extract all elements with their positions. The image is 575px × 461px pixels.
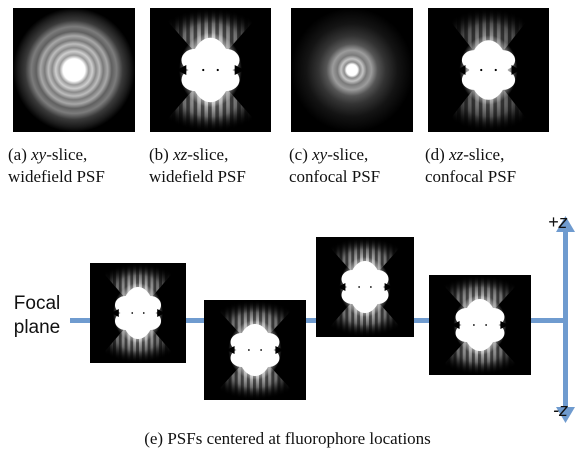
focal-plane-label-line1: Focal [13, 293, 61, 314]
caption-d-line2: confocal PSF [425, 167, 517, 186]
fluorophore-psf-2 [204, 300, 306, 400]
caption-c-axis: xy [312, 145, 328, 164]
caption-a-axis: xy [31, 145, 47, 164]
caption-d-prefix: (d) [425, 145, 450, 164]
caption-b-axis: xz [173, 145, 188, 164]
caption-d-suffix: -slice, [463, 145, 505, 164]
z-axis-line [563, 228, 568, 412]
psf-xy-confocal-image [291, 8, 413, 132]
z-axis-down-arrowhead [556, 407, 575, 423]
fluorophore-psf-4 [429, 275, 531, 375]
caption-c: (c) xy-slice, confocal PSF [289, 144, 380, 188]
caption-b-line2: widefield PSF [149, 167, 246, 186]
psf-xz-confocal-image [428, 8, 549, 132]
figure-caption: (e) PSFs centered at fluorophore locatio… [144, 429, 431, 448]
focal-plane-label-line2: plane [13, 317, 61, 338]
caption-d: (d) xz-slice, confocal PSF [425, 144, 516, 188]
caption-c-suffix: -slice, [327, 145, 369, 164]
caption-a-suffix: -slice, [46, 145, 88, 164]
z-axis-bottom-label: -z [553, 400, 568, 420]
psf-xy-widefield-image [13, 8, 135, 132]
caption-a-line2: widefield PSF [8, 167, 105, 186]
caption-c-prefix: (c) [289, 145, 313, 164]
focal-plane-label: Focal plane [4, 292, 70, 340]
caption-a: (a) xy-slice, widefield PSF [8, 144, 105, 188]
caption-b-suffix: -slice, [187, 145, 229, 164]
caption-b-prefix: (b) [149, 145, 174, 164]
fluorophore-psf-3 [316, 237, 414, 337]
caption-d-axis: xz [449, 145, 464, 164]
z-axis-up-arrowhead [556, 216, 575, 232]
z-axis-top-label: +z [548, 212, 568, 232]
caption-b: (b) xz-slice, widefield PSF [149, 144, 246, 188]
caption-c-line2: confocal PSF [289, 167, 381, 186]
psf-xz-widefield-image [150, 8, 271, 132]
fluorophore-psf-1 [90, 263, 186, 363]
caption-a-prefix: (a) [8, 145, 32, 164]
